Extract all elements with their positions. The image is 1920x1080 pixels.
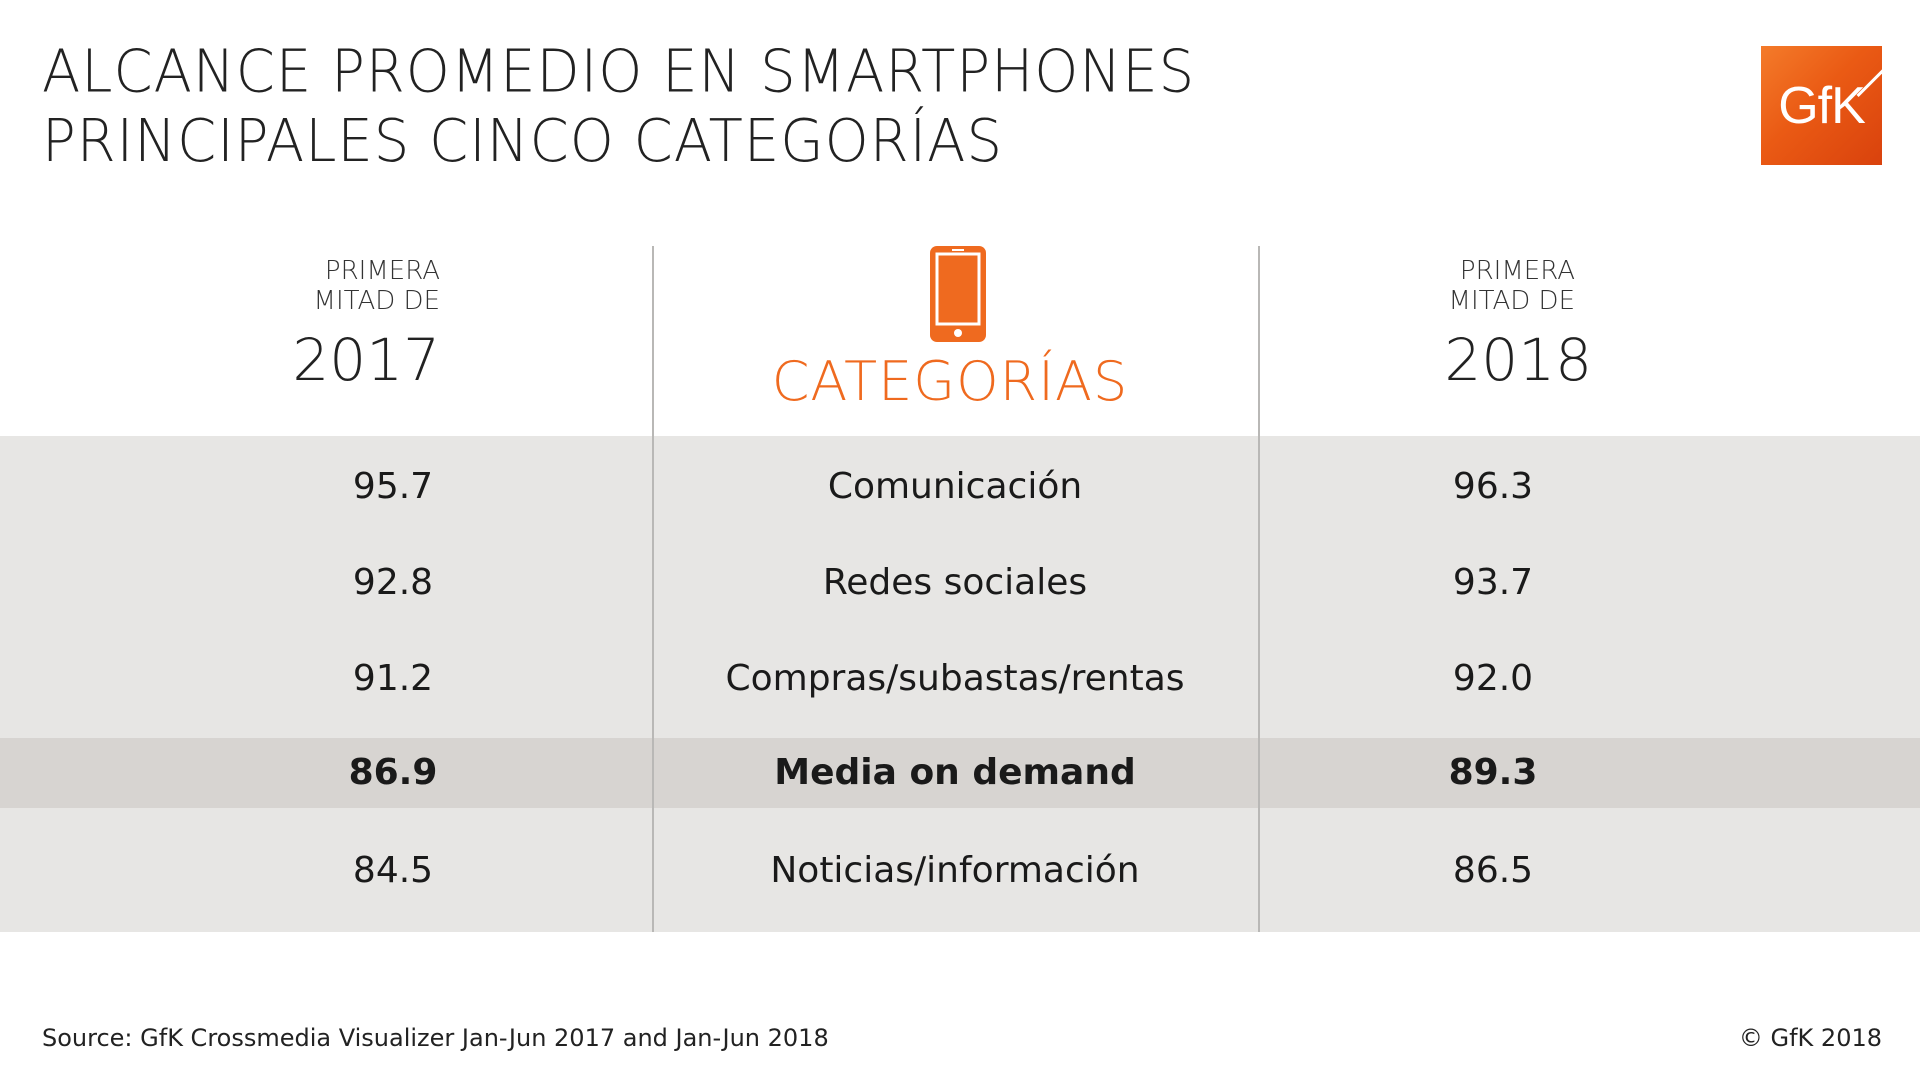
column-divider-left — [652, 246, 654, 932]
table-row: 95.7 Comunicación 96.3 — [0, 452, 1920, 522]
column-divider-right — [1258, 246, 1260, 932]
logo-text: GfK — [1778, 77, 1866, 135]
header-2018-year: 2018 — [1444, 326, 1592, 394]
cell-category: Media on demand — [774, 752, 1136, 793]
header-2017-year: 2017 — [292, 326, 440, 394]
cell-category: Redes sociales — [822, 562, 1088, 603]
header-2018-caption-line-1: PRIMERA — [1459, 256, 1575, 286]
table-row: 84.5 Noticias/información 86.5 — [0, 836, 1920, 906]
cell-2018-value: 96.3 — [1452, 466, 1534, 507]
categories-header: CATEGORÍAS — [771, 350, 1129, 413]
smartphone-icon — [930, 246, 986, 342]
header-2018-caption-line-2: MITAD DE — [1448, 286, 1575, 316]
cell-2017-value: 95.7 — [352, 466, 434, 507]
cell-2018-value: 89.3 — [1448, 752, 1538, 793]
page-title: ALCANCE PROMEDIO EN SMARTPHONES PRINCIPA… — [42, 38, 1195, 177]
source-note: Source: GfK Crossmedia Visualizer Jan-Ju… — [42, 1024, 829, 1052]
table-background — [0, 436, 1920, 932]
table-row: 92.8 Redes sociales 93.7 — [0, 548, 1920, 618]
cell-2018-value: 92.0 — [1452, 658, 1534, 699]
header-2018-caption: PRIMERA MITAD DE — [1410, 256, 1575, 316]
cell-2017-value: 92.8 — [352, 562, 434, 603]
cell-2018-value: 86.5 — [1452, 850, 1534, 891]
cell-2018-value: 93.7 — [1452, 562, 1534, 603]
header-2017-caption-line-1: PRIMERA — [324, 256, 440, 286]
header-2017-caption: PRIMERA MITAD DE — [280, 256, 440, 316]
table-row: 86.9 Media on demand 89.3 — [0, 738, 1920, 808]
cell-2017-value: 86.9 — [348, 752, 438, 793]
gfk-logo: GfK — [1761, 46, 1882, 165]
title-line-1: ALCANCE PROMEDIO EN SMARTPHONES — [42, 38, 1196, 107]
cell-category: Comunicación — [827, 466, 1083, 507]
cell-category: Compras/subastas/rentas — [725, 658, 1185, 699]
copyright-note: © GfK 2018 — [1738, 1024, 1882, 1052]
cell-2017-value: 91.2 — [352, 658, 434, 699]
header-2017-caption-line-2: MITAD DE — [313, 286, 440, 316]
cell-2017-value: 84.5 — [352, 850, 434, 891]
title-line-2: PRINCIPALES CINCO CATEGORÍAS — [42, 107, 1004, 176]
cell-category: Noticias/información — [770, 850, 1140, 891]
table-row: 91.2 Compras/subastas/rentas 92.0 — [0, 644, 1920, 714]
